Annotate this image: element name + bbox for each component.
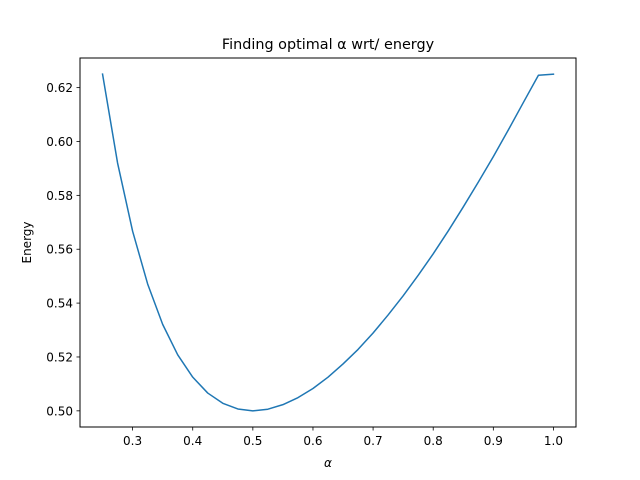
x-tick-label: 0.3: [123, 434, 142, 448]
y-axis-ticks: 0.50 0.52 0.54 0.56 0.58 0.60 0.62: [46, 81, 80, 418]
series-line-1: [101, 73, 555, 412]
x-tick-label: 0.7: [364, 434, 383, 448]
x-tick-label: 1.0: [544, 434, 563, 448]
x-tick-label: 0.9: [484, 434, 503, 448]
y-tick-label: 0.52: [46, 350, 73, 364]
y-tick-label: 0.60: [46, 135, 73, 149]
x-tick-label: 0.6: [303, 434, 322, 448]
y-tick-label: 0.58: [46, 189, 73, 203]
y-tick-label: 0.54: [46, 297, 73, 311]
series-layer: [101, 73, 555, 412]
y-axis-label: Energy: [20, 221, 34, 263]
x-axis-label: α: [324, 456, 332, 470]
x-axis-ticks: 0.3 0.4 0.5 0.6 0.7 0.8 0.9 1.0: [123, 427, 563, 448]
x-tick-label: 0.8: [424, 434, 443, 448]
y-tick-label: 0.50: [46, 404, 73, 418]
chart-title: Finding optimal α wrt/ energy: [222, 37, 435, 53]
x-tick-label: 0.5: [243, 434, 262, 448]
x-tick-label: 0.4: [183, 434, 202, 448]
axes-frame: [79, 57, 577, 428]
y-tick-label: 0.56: [46, 243, 73, 257]
y-tick-label: 0.62: [46, 81, 73, 95]
